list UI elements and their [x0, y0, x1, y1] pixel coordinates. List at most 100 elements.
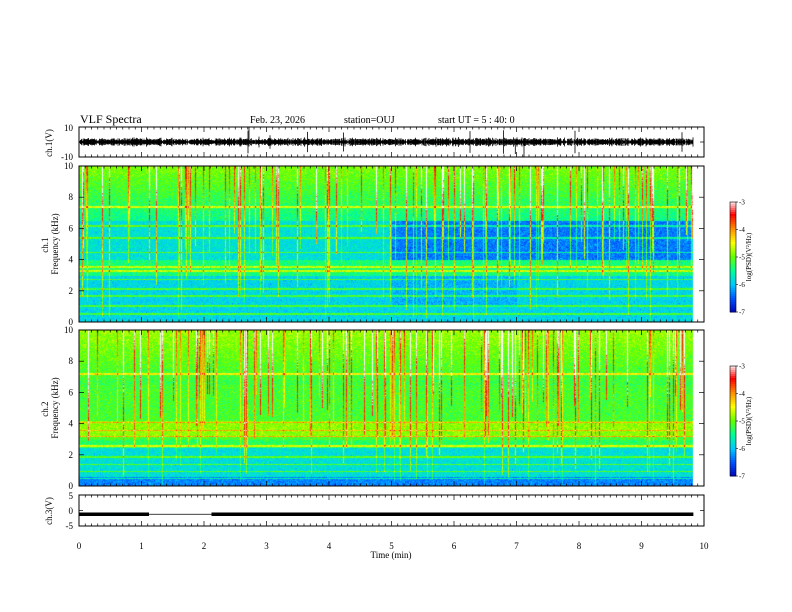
- ch2-colorbar-cell: [730, 406, 736, 409]
- spec2-ytick-label: 10: [64, 325, 74, 335]
- ch2-colorbar-cell: [730, 448, 736, 451]
- x-tick-label: 10: [700, 541, 710, 551]
- ch1-colorbar-cell: [730, 246, 736, 249]
- ch1-colorbar-cell: [730, 288, 736, 291]
- ch1-spec-ylabel-line1: ch.1: [40, 238, 50, 253]
- panel-ch2-spectrogram: 0 2 4 6 8 10 ch.2 Frequency (kHz) -3 -4 -5 -6 -7 l…: [40, 325, 753, 491]
- ch2-spec-ticks: [78, 329, 705, 487]
- ch3-ytick-bottom: -5: [66, 521, 74, 531]
- ch3-ytick-mid: 0: [69, 506, 74, 516]
- ch3-ticks: [78, 494, 705, 527]
- x-tick-labels: 0 1 2 3 4 5 6 7 8 9 10: [77, 541, 709, 551]
- x-tick-label: 5: [389, 541, 394, 551]
- ch1-colorbar-tick-label: -5: [739, 254, 745, 262]
- ch1-colorbar-cell: [730, 282, 736, 285]
- x-tick-label: 3: [264, 541, 269, 551]
- ch1-colorbar-cell: [730, 298, 736, 301]
- panel-ch1-spectrogram: 0 2 4 6 8 10 ch.1 Frequency (kHz) -3 -4 -5 -6 -7 l…: [40, 161, 753, 327]
- ch1-colorbar-cell: [730, 276, 736, 279]
- ch2-colorbar-label: log(PSD)(V²/Hz): [745, 396, 753, 445]
- ch2-spec-ylabel: ch.2 Frequency (kHz): [40, 377, 60, 438]
- ch1-colorbar-cell: [730, 212, 736, 215]
- ch2-colorbar-cell: [730, 380, 736, 383]
- ch1-colorbar-cell: [730, 250, 736, 253]
- ch2-colorbar-cell: [730, 396, 736, 399]
- x-tick-label: 8: [577, 541, 582, 551]
- ch2-colorbar-cell: [730, 376, 736, 379]
- ch2-spec-ylabel-line1: ch.2: [40, 402, 50, 417]
- ch1-colorbar-tick-label: -4: [739, 226, 745, 234]
- ch2-colorbar-cell: [730, 470, 736, 473]
- ch1-colorbar-cell: [730, 214, 736, 217]
- ch1-colorbar-cell: [730, 248, 736, 251]
- ch1-colorbar-cell: [730, 266, 736, 269]
- spec1-ytick-label: 10: [64, 161, 74, 171]
- ch2-colorbar-cell: [730, 410, 736, 413]
- ch1-colorbar-cell: [730, 294, 736, 297]
- ch2-colorbar-cell: [730, 462, 736, 465]
- ch2-colorbar-cell: [730, 452, 736, 455]
- ch2-colorbar-cell: [730, 382, 736, 385]
- ch2-colorbar-cell: [730, 388, 736, 391]
- ch1-spec-ticks: [78, 165, 705, 323]
- ch1-colorbar-cell: [730, 206, 736, 209]
- ch2-colorbar-cell: [730, 372, 736, 375]
- spec2-ytick-label: 6: [69, 387, 74, 397]
- spec2-ytick-label: 8: [69, 356, 74, 366]
- ch1-colorbar-cell: [730, 224, 736, 227]
- ch1-colorbar-cell: [730, 234, 736, 237]
- ch1-spectrogram-holder: [79, 166, 704, 322]
- ch1-spectrogram-canvas: [79, 166, 704, 322]
- ch2-colorbar-cell: [730, 444, 736, 447]
- ch2-colorbar-cell: [730, 378, 736, 381]
- ch1-colorbar-cell: [730, 238, 736, 241]
- x-tick-label: 9: [639, 541, 644, 551]
- ch1-colorbar-cell: [730, 218, 736, 221]
- figure-date: Feb. 23, 2026: [250, 115, 305, 126]
- ch1-colorbar-cell: [730, 304, 736, 307]
- ch2-colorbar-cell: [730, 466, 736, 469]
- ch1-colorbar-cell: [730, 230, 736, 233]
- spec2-ytick-label: 4: [69, 419, 74, 429]
- ch1-colorbar-cell: [730, 274, 736, 277]
- figure-start-time: start UT = 5 : 40: 0: [438, 115, 515, 126]
- x-tick-label: 2: [202, 541, 207, 551]
- ch3-ytick-top: 5: [69, 491, 74, 501]
- x-tick-label: 4: [327, 541, 332, 551]
- ch1-colorbar-cell: [730, 254, 736, 257]
- spec1-ytick-label: 2: [69, 286, 74, 296]
- ch1-colorbar-cell: [730, 284, 736, 287]
- ch1-colorbar-cell: [730, 280, 736, 283]
- ch2-colorbar-cell: [730, 436, 736, 439]
- x-tick-label: 0: [77, 541, 82, 551]
- ch2-colorbar-cell: [730, 422, 736, 425]
- ch2-colorbar-cell: [730, 366, 736, 369]
- ch2-spectrogram-holder: [79, 330, 704, 486]
- ch1-colorbar-cell: [730, 308, 736, 311]
- ch2-colorbar-cell: [730, 408, 736, 411]
- ch2-colorbar-tick-label: -7: [739, 473, 745, 481]
- ch2-colorbar-cell: [730, 390, 736, 393]
- ch2-colorbar-cell: [730, 418, 736, 421]
- ch2-colorbar-tick-label: -6: [739, 445, 745, 453]
- ch2-colorbar-cell: [730, 438, 736, 441]
- x-tick-label: 7: [514, 541, 519, 551]
- ch1-colorbar: -3 -4 -5 -6 -7 log(PSD)(V²/Hz): [729, 199, 753, 317]
- ch1-colorbar-cell: [730, 272, 736, 275]
- ch2-colorbar-cell: [730, 456, 736, 459]
- ch2-colorbar-cell: [730, 424, 736, 427]
- ch1-ylabel: ch.1(V): [44, 129, 54, 157]
- ch2-colorbar-cell: [730, 428, 736, 431]
- ch1-spec-ylabel-line2: Frequency (kHz): [50, 213, 60, 274]
- ch2-colorbar-tick-label: -5: [739, 418, 745, 426]
- ch2-colorbar-tick-label: -3: [739, 363, 745, 371]
- ch1-colorbar-cell: [730, 286, 736, 289]
- ch1-colorbar-cell: [730, 220, 736, 223]
- ch2-spec-ytick-labels: 0 2 4 6 8 10: [64, 325, 74, 491]
- ch2-colorbar-cell: [730, 460, 736, 463]
- ch1-colorbar-cell: [730, 270, 736, 273]
- x-tick-label: 6: [452, 541, 457, 551]
- ch1-colorbar-cell: [730, 240, 736, 243]
- ch1-colorbar-cell: [730, 260, 736, 263]
